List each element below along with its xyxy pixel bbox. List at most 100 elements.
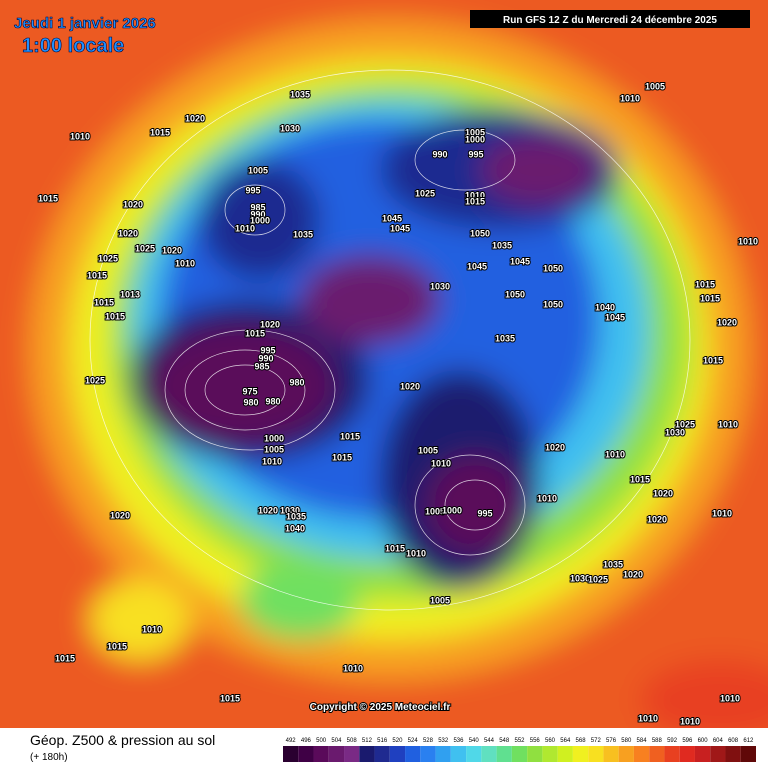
isobar-label: 1010 (680, 716, 700, 726)
isobar-label: 1035 (495, 333, 515, 343)
isobar-label: 995 (477, 508, 492, 518)
legend-tick-label: 568 (576, 738, 587, 744)
legend-tick-label: 596 (682, 738, 693, 744)
legend-swatch (344, 746, 360, 762)
isobar-label: 1025 (98, 253, 118, 263)
legend-swatch (298, 746, 314, 762)
isobar-label: 1015 (220, 693, 240, 703)
footer-subtitle: (+ 180h) (30, 752, 68, 763)
isobar-label: 1030 (570, 573, 590, 583)
legend-swatch (496, 746, 512, 762)
isobar-label: 975 (242, 386, 257, 396)
legend-swatch (450, 746, 467, 762)
isobar-label: 1015 (105, 311, 125, 321)
isobar-label: 1040 (595, 302, 615, 312)
isobar-label: 1050 (505, 289, 525, 299)
legend-tick-label: 492 (286, 738, 297, 744)
isobar-label: 1050 (470, 228, 490, 238)
legend-swatch (283, 746, 299, 762)
legend-swatch (679, 746, 695, 762)
run-box (470, 10, 750, 28)
isobar-label: 1045 (605, 312, 625, 322)
isobar-label: 1010 (235, 223, 255, 233)
isobar-label: 1020 (545, 442, 565, 452)
isobar-label: 1015 (107, 641, 127, 651)
isobar-label: 1015 (700, 293, 720, 303)
legend-swatch (481, 746, 497, 762)
legend-swatch (694, 746, 711, 762)
legend-swatch (466, 746, 482, 762)
isobar-label: 1040 (285, 523, 305, 533)
legend-tick-label: 588 (652, 738, 663, 744)
legend-tick-label: 544 (484, 738, 495, 744)
isobar-label: 1035 (293, 229, 313, 239)
isobar-label: 1000 (250, 215, 270, 225)
isobar-label: 1050 (543, 263, 563, 273)
isobar-label: 1045 (467, 261, 487, 271)
legend-tick-label: 520 (392, 738, 403, 744)
legend-swatch (588, 746, 604, 762)
isobar-label: 985 (250, 202, 265, 212)
isobar-label: 1010 (70, 131, 90, 141)
legend-tick-label: 528 (423, 738, 434, 744)
isobar-label: 1045 (390, 223, 410, 233)
color-legend: 492 496 500 504 508 512 516 520 524 528 532 536 540 5… (283, 738, 756, 762)
isobar-label: 1020 (162, 245, 182, 255)
legend-tick-label: 584 (637, 738, 648, 744)
isobar-label: 1050 (543, 299, 563, 309)
isobar-label: 1005 (425, 506, 445, 516)
isobar-label: 1010 (738, 236, 758, 246)
legend-swatch (374, 746, 390, 762)
legend-tick-label: 508 (347, 738, 358, 744)
legend-tick-label: 612 (743, 738, 754, 744)
isobar-label: 1015 (703, 355, 723, 365)
legend-swatch (527, 746, 543, 762)
isobar-label: 1015 (340, 431, 360, 441)
isobar-label: 1020 (623, 569, 643, 579)
legend-swatch (511, 746, 528, 762)
isobar-label: 1035 (492, 240, 512, 250)
legend-tick-label: 576 (606, 738, 617, 744)
isobar-label: 1005 (418, 445, 438, 455)
isobar-label: 1010 (638, 713, 658, 723)
legend-swatch (740, 746, 756, 762)
isobar-label: 1015 (150, 127, 170, 137)
legend-swatch (313, 746, 329, 762)
isobar-label: 980 (289, 377, 304, 387)
legend-swatch (557, 746, 573, 762)
isobar-label: 1030 (280, 505, 300, 515)
legend-tick-label: 564 (560, 738, 571, 744)
isobar-label: 990 (250, 209, 265, 219)
legend-tick-label: 548 (499, 738, 510, 744)
isobar-label: 1020 (717, 317, 737, 327)
isobar-label: 1010 (712, 508, 732, 518)
isobar-label: 1035 (603, 559, 623, 569)
isobar-label: 1020 (118, 228, 138, 238)
isobar-label: 1035 (290, 89, 310, 99)
isobar-label: 1015 (332, 452, 352, 462)
isobar-label: 1020 (185, 113, 205, 123)
legend-tick-label: 496 (301, 738, 312, 744)
isobar-label: 1010 (406, 548, 426, 558)
isobar-label: 990 (432, 149, 447, 159)
valid-date: Jeudi 1 janvier 2026 (14, 15, 156, 32)
legend-tick-label: 512 (362, 738, 373, 744)
isobar-label: 1020 (260, 319, 280, 329)
legend-swatch (572, 746, 589, 762)
legend-tick-label: 536 (453, 738, 464, 744)
legend-tick-label: 608 (728, 738, 739, 744)
isobar-label: 1015 (695, 279, 715, 289)
isobar-label: 985 (254, 361, 269, 371)
legend-swatch (435, 746, 451, 762)
isobar-label: 1030 (430, 281, 450, 291)
legend-swatch (603, 746, 619, 762)
isobar-label: 1005 (248, 165, 268, 175)
legend-swatch (389, 746, 406, 762)
legend-swatch (359, 746, 375, 762)
isobar-label: 1020 (653, 488, 673, 498)
isobar-label: 1010 (620, 93, 640, 103)
legend-tick-label: 524 (408, 738, 419, 744)
legend-tick-label: 572 (591, 738, 602, 744)
isobar-label: 1010 (605, 449, 625, 459)
